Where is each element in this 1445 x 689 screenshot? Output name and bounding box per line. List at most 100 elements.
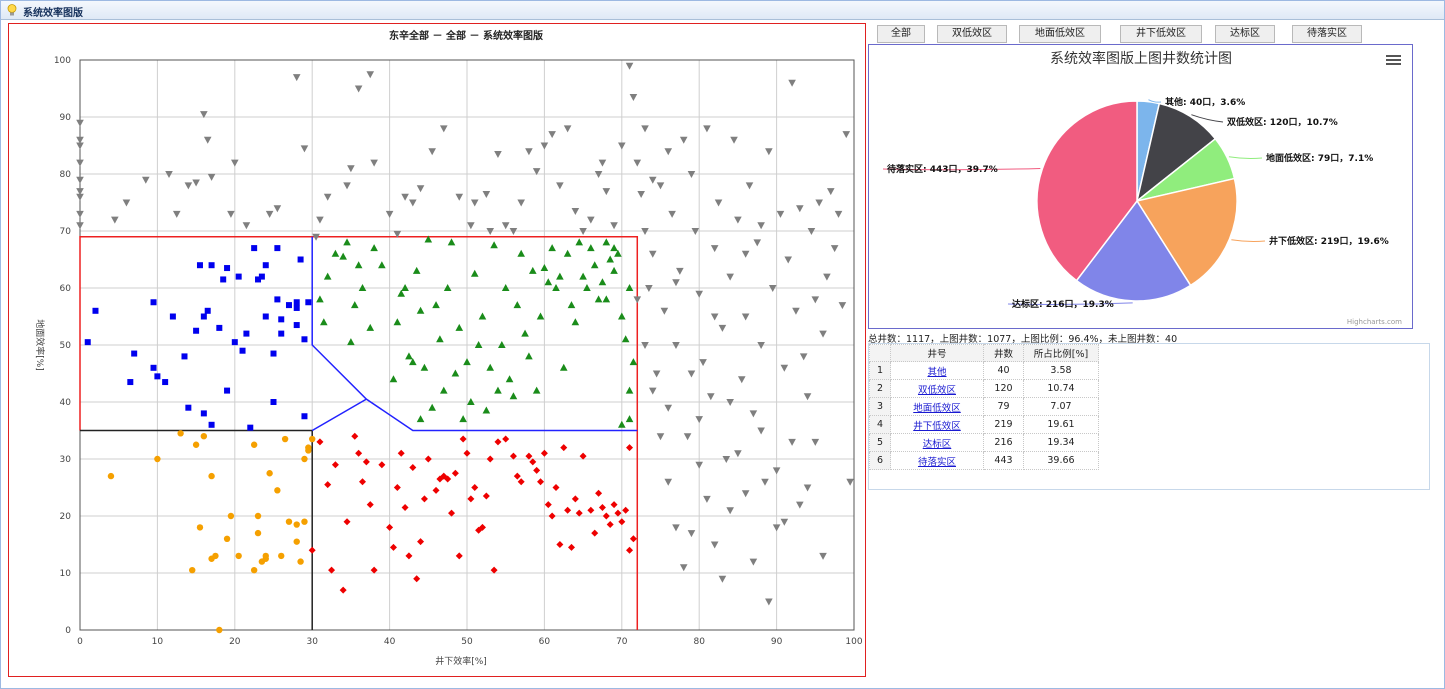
region-boundary-blue-diagonal [311,398,367,432]
pie-data-label: 待落实区: 443口，39.7% [887,163,998,175]
data-point-diamond [606,521,614,529]
data-point-triangle-down [648,176,657,184]
data-point-square [258,273,265,280]
data-point-triangle-down [749,558,758,566]
data-point-triangle-up [343,238,351,246]
table-cell-well-ratio: 10.74 [1023,379,1099,398]
well-link[interactable]: 双低效区 [917,384,956,396]
data-point-diamond [560,444,568,452]
data-point-triangle-down [385,210,394,218]
well-link[interactable]: 待落实区 [917,456,956,468]
tab-all[interactable]: 全部 [877,25,925,43]
data-point-square [305,299,312,306]
data-point-square [247,424,254,431]
data-point-square [251,245,258,252]
well-link[interactable]: 达标区 [922,438,952,450]
data-point-triangle-down [788,438,796,446]
y-tick-label: 70 [60,227,72,237]
data-point-triangle-up [443,284,452,291]
data-point-circle [212,552,219,560]
data-point-diamond [564,506,572,514]
data-point-triangle-down [242,222,251,230]
data-point-triangle-down [668,210,676,218]
data-point-triangle-up [405,352,413,360]
data-point-triangle-up [610,266,618,274]
data-point-triangle-up [323,272,332,280]
tab-surface-low[interactable]: 地面低效区 [1019,25,1101,43]
data-point-triangle-up [532,386,541,394]
data-point-square [92,307,99,314]
data-point-circle [189,566,196,574]
data-point-circle [281,435,289,443]
data-point-diamond [448,509,456,517]
data-point-circle [200,433,208,440]
data-point-triangle-down [366,71,375,79]
data-point-triangle-down [76,136,84,144]
data-point-triangle-down [656,433,665,441]
data-point-triangle-down [652,370,661,378]
data-point-triangle-down [494,151,502,159]
chart-menu-icon[interactable] [1386,55,1401,67]
y-tick-label: 60 [60,284,72,294]
well-link[interactable]: 地面低效区 [913,402,961,414]
data-point-circle [301,455,308,463]
data-point-triangle-down [370,159,378,167]
x-tick-label: 20 [229,637,241,647]
data-point-triangle-up [625,386,634,394]
tab-qualified[interactable]: 达标区 [1215,25,1275,43]
data-point-diamond [618,518,626,526]
data-point-diamond [537,478,545,486]
scatter-chart-panel: 0 10 20 30 40 50 60 70 80 90 100 0 10 20 30 40 50 60 70 80 9… [8,23,866,677]
table-header-index [869,344,891,362]
table-cell-well-ratio: 19.61 [1023,415,1099,434]
data-point-triangle-down [641,342,649,349]
data-point-diamond [424,455,432,463]
data-point-triangle-up [602,238,611,246]
table-header-well: 井号 [890,344,984,362]
data-point-circle [235,552,242,560]
data-point-circle [285,518,293,525]
data-point-triangle-down [699,359,707,367]
data-point-triangle-up [618,420,626,428]
tab-double-low[interactable]: 双低效区 [937,25,1007,43]
data-point-triangle-up [397,289,406,297]
summary-text: 总井数：1117，上图井数：1077，上图比例：96.4%，未上图井数：40 [868,334,1178,345]
data-point-diamond [517,478,525,486]
data-point-square [150,364,157,371]
data-point-triangle-down [76,142,84,150]
data-point-triangle-down [200,111,208,119]
tab-pending[interactable]: 待落实区 [1292,25,1362,43]
data-point-triangle-down [672,342,680,349]
data-point-diamond [556,541,564,548]
data-point-triangle-up [316,295,324,303]
data-point-triangle-down [757,427,765,435]
well-link[interactable]: 其他 [927,366,947,378]
data-point-diamond [626,546,634,554]
data-point-diamond [444,475,452,483]
y-tick-label: 100 [54,56,71,66]
data-point-triangle-down [76,210,84,218]
well-link[interactable]: 井下低效区 [913,420,961,432]
data-point-circle [196,524,204,531]
y-tick-label: 90 [60,113,72,123]
data-point-circle [107,472,115,480]
data-point-triangle-down [753,239,762,247]
tab-downhole-low[interactable]: 井下低效区 [1120,25,1202,43]
data-point-square [285,302,292,309]
data-point-diamond [533,466,541,474]
data-point-triangle-down [540,142,549,150]
data-point-diamond [359,478,367,486]
data-point-square [293,299,300,306]
y-tick-label: 40 [60,398,72,408]
data-point-diamond [351,432,359,440]
data-point-circle [297,558,304,565]
data-point-square [262,313,269,320]
data-point-triangle-down [207,173,216,181]
data-point-triangle-up [625,415,634,423]
data-point-circle [305,447,312,454]
data-point-circle [208,472,215,480]
data-point-triangle-down [641,125,649,133]
data-point-square [231,339,238,346]
data-point-triangle-down [780,518,789,526]
chart-credits[interactable]: Highcharts.com [1346,318,1402,326]
